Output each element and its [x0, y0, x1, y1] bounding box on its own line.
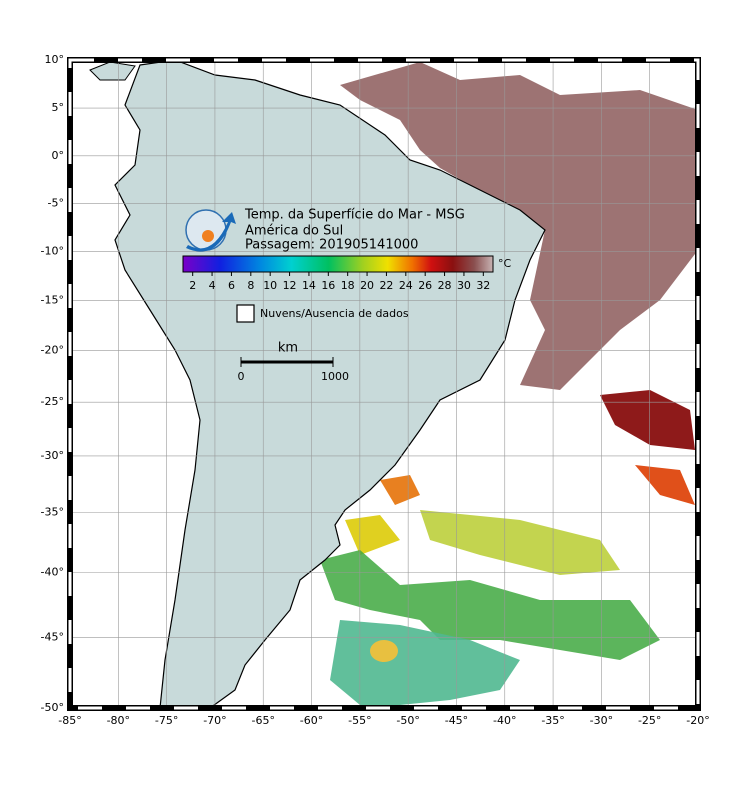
lon-tick-label: -65° [251, 714, 274, 727]
lat-tick-label: -5° [48, 197, 64, 210]
sst-orange2 [380, 475, 420, 505]
lat-tick-label: -20° [41, 344, 64, 357]
colorbar-tick-label: 22 [379, 279, 393, 292]
lon-tick-label: -75° [155, 714, 178, 727]
scale-label: 0 [238, 370, 245, 383]
lat-tick-label: -25° [41, 395, 64, 408]
lon-tick-label: -80° [107, 714, 130, 727]
lat-tick-label: 0° [52, 149, 65, 162]
lon-tick-label: -25° [638, 714, 661, 727]
colorbar-tick-label: 18 [341, 279, 355, 292]
sst-yellow [420, 510, 620, 575]
lon-tick-label: -35° [541, 714, 564, 727]
sst-cyan [330, 620, 520, 705]
colorbar-tick-label: 24 [399, 279, 413, 292]
lat-tick-label: -50° [41, 701, 64, 714]
sst-warm [340, 62, 698, 390]
cloud-swatch [236, 304, 255, 323]
lon-tick-label: -55° [348, 714, 371, 727]
colorbar-tick-label: 14 [302, 279, 316, 292]
lat-tick-label: -30° [41, 449, 64, 462]
subtitle-line: América do Sul [245, 224, 343, 239]
colorbar-tick-label: 12 [283, 279, 297, 292]
colorbar-unit: °C [498, 257, 512, 270]
lat-tick-label: -15° [41, 294, 64, 307]
sst-green [320, 550, 660, 660]
lon-tick-label: -30° [590, 714, 613, 727]
colorbar-tick-label: 4 [209, 279, 216, 292]
lon-tick-label: -60° [300, 714, 323, 727]
logo-sun [202, 230, 214, 242]
sst-orange [635, 465, 695, 505]
logo-arrow [186, 212, 236, 252]
sst-field [320, 62, 698, 705]
colorbar-tick-label: 32 [476, 279, 490, 292]
frame-pattern [68, 58, 700, 710]
sst-hotspot [370, 640, 398, 662]
colorbar-tick-label: 26 [418, 279, 432, 292]
colorbar-tick-label: 16 [321, 279, 335, 292]
scale-label: 1000 [321, 370, 349, 383]
lat-tick-label: -35° [41, 505, 64, 518]
lat-tick-label: -40° [41, 566, 64, 579]
colorbar [182, 255, 494, 273]
title-line: Temp. da Superfície do Mar - MSG [244, 208, 465, 223]
lon-tick-label: -45° [445, 714, 468, 727]
sst-yellow2 [345, 515, 400, 555]
logo [185, 209, 236, 252]
lon-tick-label: -70° [203, 714, 226, 727]
colorbar-tick-label: 8 [247, 279, 254, 292]
graticule [69, 59, 699, 709]
lon-tick-label: -40° [493, 714, 516, 727]
central-america [89, 61, 136, 81]
lat-tick-label: -10° [41, 245, 64, 258]
logo-globe [185, 209, 227, 251]
colorbar-tick-label: 10 [263, 279, 277, 292]
lat-tick-label: 10° [45, 53, 65, 66]
colorbar-tick-label: 2 [189, 279, 196, 292]
sst-red [600, 390, 695, 450]
lat-tick-label: -45° [41, 630, 64, 643]
lon-tick-label: -50° [396, 714, 419, 727]
colorbar-tick-label: 6 [228, 279, 235, 292]
pass-line: Passagem: 201905141000 [245, 238, 418, 253]
colorbar-tick-label: 28 [438, 279, 452, 292]
colorbar-tick-label: 20 [360, 279, 374, 292]
cloud-legend: Nuvens/Ausencia de dados [260, 307, 409, 320]
scale-unit: km [278, 341, 298, 356]
lon-tick-label: -85° [58, 714, 81, 727]
colorbar-tick-label: 30 [457, 279, 471, 292]
lon-tick-label: -20° [686, 714, 709, 727]
lat-tick-label: 5° [52, 101, 65, 114]
